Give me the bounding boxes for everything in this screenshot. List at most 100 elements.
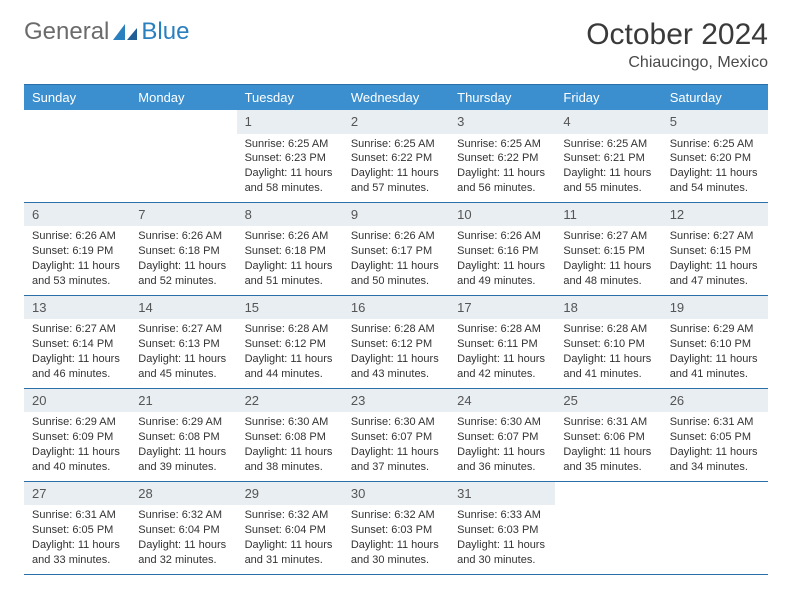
day-number: 30: [343, 482, 449, 506]
calendar-cell: 21 Sunrise: 6:29 AMSunset: 6:08 PMDayligh…: [130, 389, 236, 481]
day-info: Sunrise: 6:31 AMSunset: 6:05 PMDaylight:…: [24, 505, 130, 573]
day-number: 17: [449, 296, 555, 320]
sunrise-text: Sunrise: 6:26 AM: [351, 229, 441, 244]
day-header: Friday: [555, 85, 661, 110]
day-number: 25: [555, 389, 661, 413]
daylight-text: Daylight: 11 hours and 35 minutes.: [563, 445, 653, 475]
day-number: 22: [237, 389, 343, 413]
sunset-text: Sunset: 6:23 PM: [245, 151, 335, 166]
sunrise-text: Sunrise: 6:28 AM: [351, 322, 441, 337]
calendar-cell: 12Sunrise: 6:27 AMSunset: 6:15 PMDayligh…: [662, 203, 768, 295]
sunset-text: Sunset: 6:10 PM: [563, 337, 653, 352]
day-info: Sunrise: 6:30 AMSunset: 6:08 PMDaylight:…: [237, 412, 343, 480]
sunset-text: Sunset: 6:09 PM: [32, 430, 122, 445]
day-header-row: SundayMondayTuesdayWednesdayThursdayFrid…: [24, 85, 768, 110]
day-header: Thursday: [449, 85, 555, 110]
sunrise-text: Sunrise: 6:32 AM: [245, 508, 335, 523]
day-number: 12: [662, 203, 768, 227]
calendar-cell: 29Sunrise: 6:32 AMSunset: 6:04 PMDayligh…: [237, 482, 343, 574]
day-info: Sunrise: 6:27 AMSunset: 6:13 PMDaylight:…: [130, 319, 236, 387]
day-info: Sunrise: 6:25 AMSunset: 6:23 PMDaylight:…: [237, 134, 343, 202]
sunset-text: Sunset: 6:15 PM: [563, 244, 653, 259]
day-number: 14: [130, 296, 236, 320]
sunset-text: Sunset: 6:14 PM: [32, 337, 122, 352]
calendar-cell: [24, 110, 130, 202]
daylight-text: Daylight: 11 hours and 56 minutes.: [457, 166, 547, 196]
calendar-cell: 4Sunrise: 6:25 AMSunset: 6:21 PMDaylight…: [555, 110, 661, 202]
sunrise-text: Sunrise: 6:27 AM: [670, 229, 760, 244]
day-info: Sunrise: 6:26 AMSunset: 6:18 PMDaylight:…: [130, 226, 236, 294]
sunset-text: Sunset: 6:16 PM: [457, 244, 547, 259]
sunset-text: Sunset: 6:04 PM: [245, 523, 335, 538]
daylight-text: Daylight: 11 hours and 44 minutes.: [245, 352, 335, 382]
sunset-text: Sunset: 6:13 PM: [138, 337, 228, 352]
day-number: 28: [130, 482, 236, 506]
sunset-text: Sunset: 6:21 PM: [563, 151, 653, 166]
day-number: 1: [237, 110, 343, 134]
day-info: Sunrise: 6:25 AMSunset: 6:21 PMDaylight:…: [555, 134, 661, 202]
calendar-cell: 26Sunrise: 6:31 AMSunset: 6:05 PMDayligh…: [662, 389, 768, 481]
daylight-text: Daylight: 11 hours and 38 minutes.: [245, 445, 335, 475]
calendar-cell: 7Sunrise: 6:26 AMSunset: 6:18 PMDaylight…: [130, 203, 236, 295]
sunrise-text: Sunrise: 6:29 AM: [138, 415, 228, 430]
daylight-text: Daylight: 11 hours and 40 minutes.: [32, 445, 122, 475]
calendar-week: 20Sunrise: 6:29 AMSunset: 6:09 PMDayligh…: [24, 389, 768, 482]
day-info: Sunrise: 6:26 AMSunset: 6:16 PMDaylight:…: [449, 226, 555, 294]
daylight-text: Daylight: 11 hours and 37 minutes.: [351, 445, 441, 475]
sunrise-text: Sunrise: 6:26 AM: [138, 229, 228, 244]
day-info: Sunrise: 6:26 AMSunset: 6:19 PMDaylight:…: [24, 226, 130, 294]
calendar-cell: 9Sunrise: 6:26 AMSunset: 6:17 PMDaylight…: [343, 203, 449, 295]
day-number: 7: [130, 203, 236, 227]
calendar-cell: 1Sunrise: 6:25 AMSunset: 6:23 PMDaylight…: [237, 110, 343, 202]
sunset-text: Sunset: 6:05 PM: [670, 430, 760, 445]
day-info: Sunrise: 6:25 AMSunset: 6:22 PMDaylight:…: [343, 134, 449, 202]
sunset-text: Sunset: 6:11 PM: [457, 337, 547, 352]
day-number: 11: [555, 203, 661, 227]
calendar-cell: 11Sunrise: 6:27 AMSunset: 6:15 PMDayligh…: [555, 203, 661, 295]
sunrise-text: Sunrise: 6:28 AM: [457, 322, 547, 337]
daylight-text: Daylight: 11 hours and 45 minutes.: [138, 352, 228, 382]
day-number: 23: [343, 389, 449, 413]
daylight-text: Daylight: 11 hours and 39 minutes.: [138, 445, 228, 475]
day-number: 21: [130, 389, 236, 413]
sunrise-text: Sunrise: 6:25 AM: [245, 137, 335, 152]
daylight-text: Daylight: 11 hours and 48 minutes.: [563, 259, 653, 289]
day-number: 9: [343, 203, 449, 227]
calendar-cell: 13Sunrise: 6:27 AMSunset: 6:14 PMDayligh…: [24, 296, 130, 388]
day-number: 3: [449, 110, 555, 134]
day-header: Saturday: [662, 85, 768, 110]
daylight-text: Daylight: 11 hours and 49 minutes.: [457, 259, 547, 289]
sunrise-text: Sunrise: 6:25 AM: [351, 137, 441, 152]
day-number: 27: [24, 482, 130, 506]
calendar: SundayMondayTuesdayWednesdayThursdayFrid…: [24, 84, 768, 575]
day-number: 5: [662, 110, 768, 134]
calendar-cell: 27Sunrise: 6:31 AMSunset: 6:05 PMDayligh…: [24, 482, 130, 574]
calendar-cell: 22Sunrise: 6:30 AMSunset: 6:08 PMDayligh…: [237, 389, 343, 481]
sunrise-text: Sunrise: 6:29 AM: [32, 415, 122, 430]
calendar-cell: 23Sunrise: 6:30 AMSunset: 6:07 PMDayligh…: [343, 389, 449, 481]
sunset-text: Sunset: 6:18 PM: [245, 244, 335, 259]
sunrise-text: Sunrise: 6:33 AM: [457, 508, 547, 523]
daylight-text: Daylight: 11 hours and 30 minutes.: [457, 538, 547, 568]
day-header: Tuesday: [237, 85, 343, 110]
calendar-cell: 6Sunrise: 6:26 AMSunset: 6:19 PMDaylight…: [24, 203, 130, 295]
sunrise-text: Sunrise: 6:30 AM: [245, 415, 335, 430]
daylight-text: Daylight: 11 hours and 54 minutes.: [670, 166, 760, 196]
sunrise-text: Sunrise: 6:29 AM: [670, 322, 760, 337]
calendar-cell: 2Sunrise: 6:25 AMSunset: 6:22 PMDaylight…: [343, 110, 449, 202]
day-number: 31: [449, 482, 555, 506]
daylight-text: Daylight: 11 hours and 53 minutes.: [32, 259, 122, 289]
day-header: Wednesday: [343, 85, 449, 110]
daylight-text: Daylight: 11 hours and 33 minutes.: [32, 538, 122, 568]
sunset-text: Sunset: 6:07 PM: [351, 430, 441, 445]
sunrise-text: Sunrise: 6:26 AM: [457, 229, 547, 244]
sunset-text: Sunset: 6:04 PM: [138, 523, 228, 538]
sunset-text: Sunset: 6:17 PM: [351, 244, 441, 259]
sunset-text: Sunset: 6:08 PM: [138, 430, 228, 445]
sunrise-text: Sunrise: 6:28 AM: [245, 322, 335, 337]
day-info: Sunrise: 6:27 AMSunset: 6:15 PMDaylight:…: [662, 226, 768, 294]
sunrise-text: Sunrise: 6:28 AM: [563, 322, 653, 337]
calendar-week: 13Sunrise: 6:27 AMSunset: 6:14 PMDayligh…: [24, 296, 768, 389]
daylight-text: Daylight: 11 hours and 34 minutes.: [670, 445, 760, 475]
day-info: Sunrise: 6:26 AMSunset: 6:18 PMDaylight:…: [237, 226, 343, 294]
